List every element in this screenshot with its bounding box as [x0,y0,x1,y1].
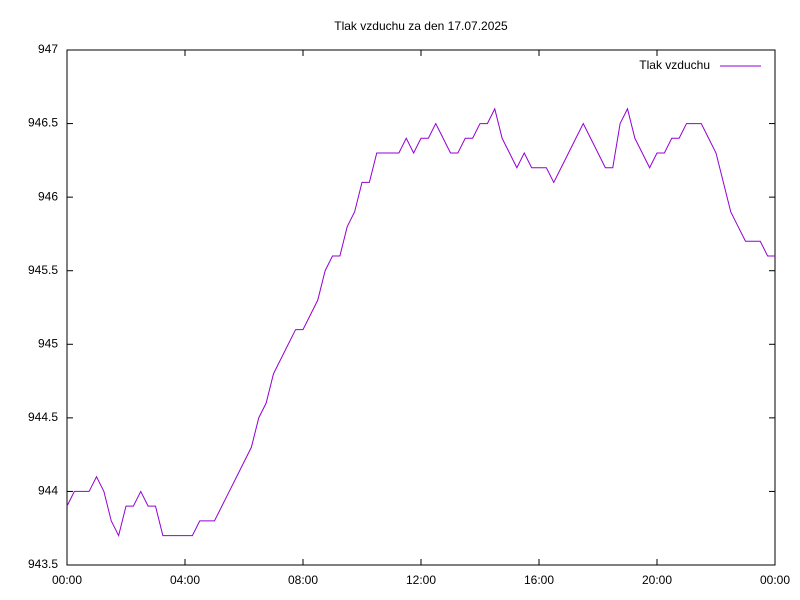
y-tick-label: 945 [38,336,58,350]
x-tick-label: 08:00 [288,573,318,587]
y-tick-label: 943.5 [28,557,58,571]
x-tick-label: 00:00 [760,573,790,587]
x-tick-label: 00:00 [52,573,82,587]
data-line [66,107,775,538]
x-tick-label: 04:00 [170,573,200,587]
y-tick-label: 946.5 [28,116,58,130]
x-tick-label: 16:00 [524,573,554,587]
y-tick-label: 944.5 [28,410,58,424]
y-tick-label: 947 [38,42,58,56]
chart-title: Tlak vzduchu za den 17.07.2025 [334,19,508,33]
x-tick-label: 12:00 [406,573,436,587]
y-tick-label: 946 [38,189,58,203]
x-tick-label: 20:00 [642,573,672,587]
y-tick-label: 944 [38,484,58,498]
legend-label: Tlak vzduchu [639,58,710,72]
y-tick-label: 945.5 [28,263,58,277]
